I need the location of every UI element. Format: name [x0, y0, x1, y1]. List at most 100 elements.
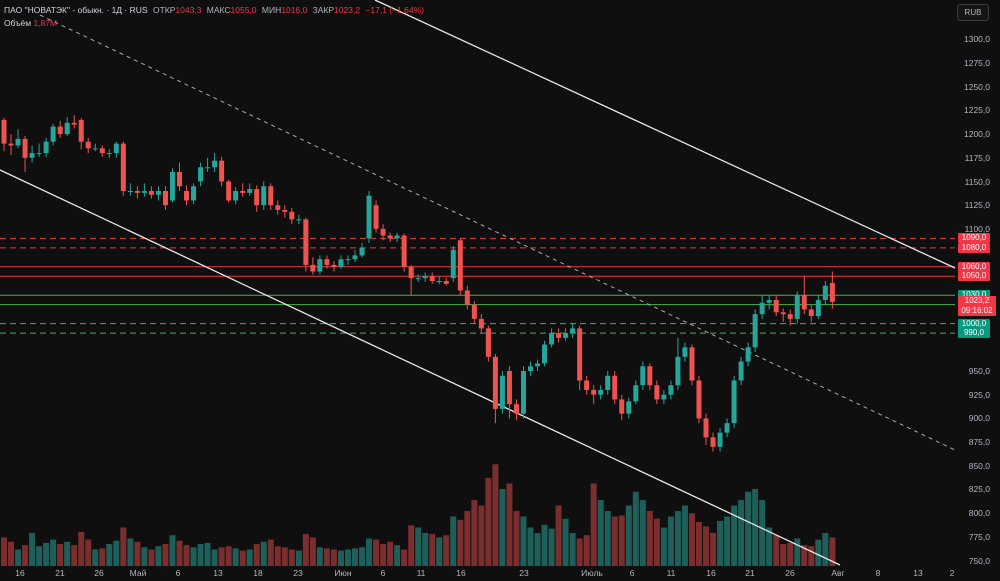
price-tick-label: 1150,0 [964, 176, 990, 187]
price-tick-label: 900,0 [968, 413, 990, 424]
candle-body [169, 172, 175, 201]
candle-body [226, 181, 232, 201]
candle-body [654, 385, 660, 400]
candle-body [247, 189, 253, 193]
volume-bar [639, 500, 646, 566]
volume-bar [239, 550, 246, 566]
candle-body [198, 167, 204, 182]
volume-bar [274, 546, 281, 566]
candle-body [808, 309, 814, 317]
price-tick-label: 925,0 [968, 389, 990, 400]
candle-body [759, 302, 765, 315]
volume-bar [337, 550, 344, 566]
volume-bar [29, 533, 36, 566]
volume-bar [295, 550, 302, 566]
candle-body [703, 418, 709, 438]
volume-bar [43, 542, 50, 566]
volume-bar [380, 544, 387, 566]
volume-bar [534, 533, 541, 566]
volume-bar [120, 527, 127, 566]
candle-body [745, 347, 751, 362]
volume-bar [611, 516, 618, 566]
candle-body [612, 375, 618, 400]
volume-bar [316, 547, 323, 566]
time-tick-label: Авг [831, 568, 845, 578]
time-tick-label: 23 [519, 568, 529, 578]
volume-bar [576, 538, 583, 566]
candle-body [633, 385, 639, 402]
candle-body [535, 363, 541, 367]
time-tick-label: 8 [875, 568, 881, 578]
volume-bar [330, 549, 337, 566]
price-tick-label: 850,0 [968, 460, 990, 471]
volume-bar [169, 535, 176, 566]
candle-body [296, 219, 302, 221]
volume-bar [415, 527, 422, 566]
price-tick-label: 1250,0 [964, 81, 990, 92]
candle-body [401, 235, 407, 267]
symbol-legend: ПАО "НОВАТЭК" - обыкн. · 1Д · RUS ОТКР10… [4, 4, 424, 16]
candle-body [8, 143, 14, 146]
volume-bar [808, 546, 815, 566]
volume-bar [492, 464, 499, 566]
time-tick-label: Май [129, 568, 147, 578]
volume-bar [1, 537, 7, 566]
candle-body [801, 295, 807, 310]
volume-bar [717, 520, 724, 566]
volume-bar [478, 505, 485, 566]
time-tick-label: Июль [581, 568, 603, 578]
candle-body [717, 432, 723, 447]
candle-body [570, 328, 576, 334]
volume-bar [646, 511, 653, 566]
candle-body [113, 143, 119, 154]
volume-bar [309, 537, 316, 566]
open-label: ОТКР [152, 5, 176, 15]
volume-bar [429, 534, 436, 566]
volume-bar [71, 545, 78, 566]
time-tick-label: 6 [175, 568, 181, 578]
price-tick-label: 950,0 [968, 366, 990, 376]
candle-body [338, 259, 344, 267]
volume-bar [197, 544, 204, 566]
volume-bar [780, 544, 787, 566]
candle-body [773, 299, 779, 313]
candle-body [696, 380, 702, 419]
currency-button[interactable]: RUB [957, 4, 989, 21]
candle-body [205, 167, 211, 169]
time-tick-label: 23 [293, 568, 303, 578]
symbol-title[interactable]: ПАО "НОВАТЭК" - обыкн. · 1Д · RUS [4, 5, 148, 15]
volume-bar [232, 548, 239, 566]
candle-body [359, 247, 365, 256]
low-label: МИН [261, 5, 282, 15]
price-level-tag: 1050,0 [958, 271, 990, 282]
volume-bar [625, 505, 632, 566]
volume-bar [387, 541, 394, 566]
volume-bar [464, 511, 471, 566]
time-tick-label: 21 [55, 568, 65, 578]
volume-bar [246, 549, 253, 566]
candle-body [640, 366, 646, 386]
close-label: ЗАКР [312, 5, 335, 15]
volume-bar [695, 522, 702, 566]
volume-bar [520, 516, 527, 566]
candle-body [661, 394, 667, 400]
middle-trend-line [39, 14, 956, 451]
volume-bar [688, 513, 695, 566]
volume-bar [218, 547, 225, 566]
candle-body [485, 328, 491, 357]
candle-body [563, 333, 569, 338]
volume-bar [506, 483, 513, 566]
volume-bar [471, 500, 478, 566]
candle-body [134, 190, 140, 193]
volume-bar [183, 545, 190, 566]
price-tick-label: 1225,0 [964, 105, 990, 116]
candle-body [373, 205, 379, 229]
candle-body [429, 276, 435, 281]
change-value: −17,1 (−1,64%) [365, 5, 425, 15]
volume-bar [597, 500, 604, 566]
volume-bar [710, 533, 717, 566]
volume-bar [401, 549, 408, 566]
volume-bar [794, 538, 801, 566]
